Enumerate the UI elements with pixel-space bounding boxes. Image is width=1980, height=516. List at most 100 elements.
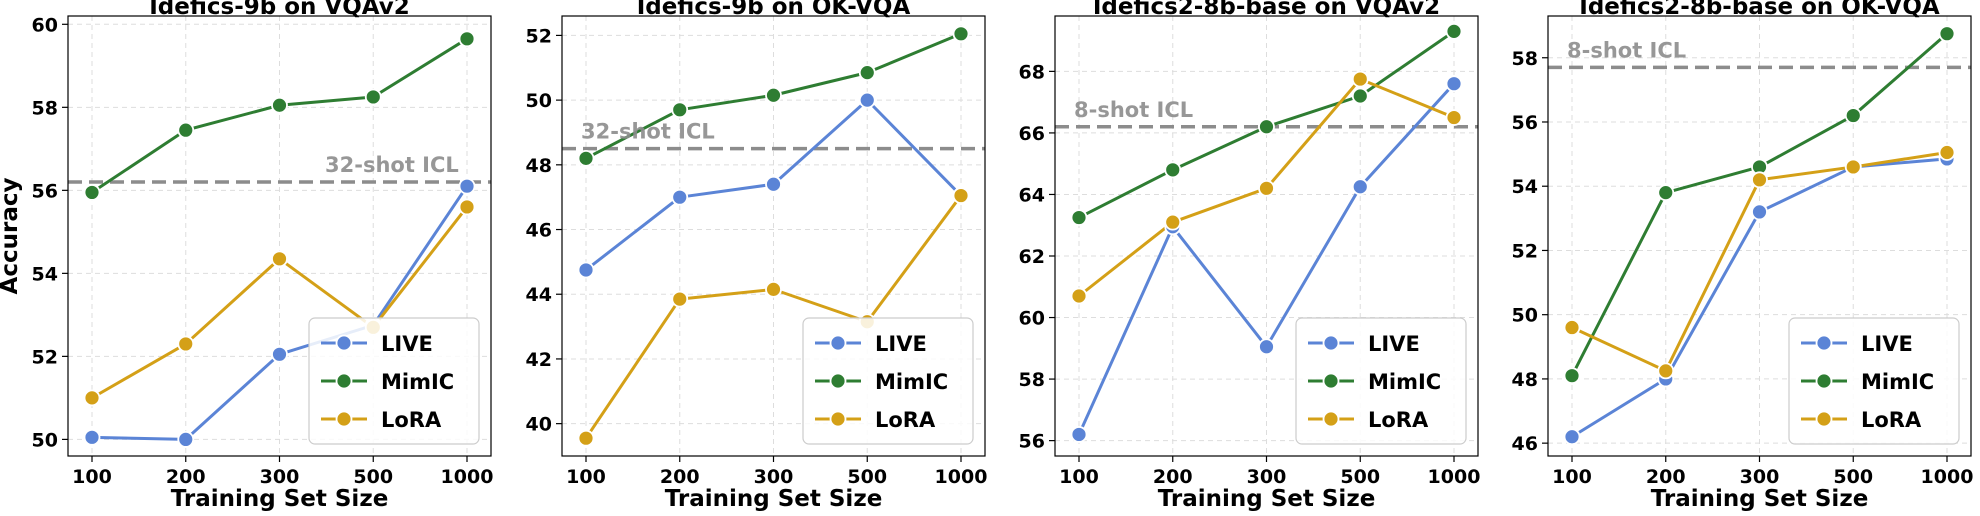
- legend-label-mimic: MimIC: [1368, 370, 1441, 394]
- data-point-live: [1563, 428, 1581, 446]
- data-point-mimic: [671, 101, 689, 119]
- data-point-mimic: [177, 121, 195, 139]
- chart-panel-4: 8-shot ICL 100 200 300 500 1000 46 48 50 52 54 56 58…: [1512, 0, 1974, 512]
- data-point-live: [1445, 75, 1463, 93]
- data-point-mimic: [1164, 161, 1182, 179]
- data-point-live: [671, 188, 689, 206]
- legend-label-lora: LoRA: [875, 408, 936, 432]
- y-tick-label: 50: [1512, 305, 1538, 327]
- data-point-lora: [1164, 213, 1182, 231]
- x-tick-label: 200: [660, 466, 700, 488]
- data-point-live: [765, 175, 782, 193]
- data-point-lora: [1751, 171, 1768, 189]
- x-tick-label: 1000: [1921, 466, 1974, 488]
- x-tick-label: 300: [754, 466, 794, 488]
- data-point-lora: [1844, 158, 1862, 176]
- chart-panel-3: 8-shot ICL 100 200 300 500 1000 56 58 60 62 64 66 68…: [1019, 0, 1481, 512]
- legend-marker-live: [1322, 334, 1340, 352]
- legend-marker-lora: [1322, 410, 1340, 428]
- y-tick-label: 68: [1019, 61, 1045, 83]
- legend-label-live: LIVE: [875, 332, 927, 356]
- legend-marker-live: [829, 334, 847, 352]
- data-point-mimic: [1844, 107, 1862, 124]
- legend: LIVE MimIC LoRA: [802, 317, 974, 445]
- x-tick-label: 200: [166, 466, 206, 488]
- x-tick-label: 300: [1740, 466, 1780, 488]
- legend: LIVE MimIC LoRA: [1295, 317, 1467, 445]
- y-tick-label: 54: [1512, 176, 1538, 198]
- y-tick-label: 50: [526, 90, 552, 112]
- x-tick-label: 200: [1153, 466, 1193, 488]
- data-point-live: [271, 345, 288, 363]
- y-tick-label: 46: [526, 220, 552, 242]
- x-tick-label: 1000: [441, 466, 494, 488]
- legend-marker-mimic: [335, 372, 353, 390]
- y-tick-label: 52: [32, 346, 58, 368]
- y-tick-label: 58: [1512, 48, 1538, 70]
- y-tick-label: 52: [526, 25, 552, 47]
- x-axis-label: Training Set Size: [171, 486, 389, 512]
- data-point-live: [577, 261, 595, 279]
- chart-title: Idefics-9b on OK-VQA: [637, 0, 911, 20]
- reference-label: 32-shot ICL: [581, 120, 715, 144]
- x-tick-label: 1000: [935, 466, 988, 488]
- data-point-lora: [1351, 70, 1369, 88]
- data-point-live: [858, 91, 876, 109]
- legend-label-lora: LoRA: [381, 408, 442, 432]
- data-point-live: [1258, 338, 1275, 356]
- chart-title: Idefics2-8b-base on VQAv2: [1093, 0, 1440, 20]
- x-axis-label: Training Set Size: [1158, 486, 1376, 512]
- data-point-mimic: [765, 86, 782, 104]
- data-point-live: [458, 177, 476, 195]
- data-point-lora: [458, 198, 476, 216]
- x-tick-label: 300: [260, 466, 300, 488]
- legend-marker-lora: [829, 410, 847, 428]
- x-tick-label: 200: [1646, 466, 1686, 488]
- legend-label-mimic: MimIC: [1861, 370, 1934, 394]
- y-tick-label: 60: [1019, 308, 1045, 330]
- data-point-lora: [83, 389, 101, 407]
- legend-label-live: LIVE: [381, 332, 433, 356]
- legend: LIVE MimIC LoRA: [1788, 317, 1960, 445]
- data-point-lora: [1657, 362, 1675, 380]
- y-tick-label: 40: [526, 414, 552, 436]
- data-point-live: [83, 428, 101, 446]
- legend-label-live: LIVE: [1368, 332, 1420, 356]
- data-point-mimic: [1938, 25, 1956, 43]
- legend-box: [1295, 317, 1467, 445]
- y-tick-label: 66: [1019, 123, 1045, 145]
- x-tick-label: 500: [353, 466, 393, 488]
- legend-label-mimic: MimIC: [875, 370, 948, 394]
- reference-label: 8-shot ICL: [1567, 38, 1686, 62]
- x-tick-label: 500: [847, 466, 887, 488]
- y-tick-label: 50: [32, 429, 58, 451]
- x-tick-label: 500: [1833, 466, 1873, 488]
- data-point-live: [1351, 178, 1369, 196]
- legend-marker-mimic: [829, 372, 847, 390]
- data-point-lora: [177, 335, 195, 353]
- data-point-lora: [671, 290, 689, 308]
- y-axis-label: Accuracy: [0, 178, 23, 295]
- y-tick-label: 52: [1512, 240, 1538, 262]
- data-point-mimic: [364, 88, 382, 106]
- data-point-lora: [1563, 319, 1581, 336]
- legend-box: [308, 317, 480, 445]
- legend-box: [802, 317, 974, 445]
- legend-label-live: LIVE: [1861, 332, 1913, 356]
- data-point-live: [1751, 203, 1768, 221]
- data-point-mimic: [83, 184, 101, 201]
- x-tick-label: 100: [566, 466, 606, 488]
- legend-marker-live: [1815, 334, 1833, 352]
- data-point-mimic: [577, 149, 595, 167]
- chart-panel-1: 32-shot ICL 100 200 300 500 1000 50 52 54 56 58 60 I…: [0, 0, 493, 512]
- y-tick-label: 48: [526, 155, 552, 177]
- legend: LIVE MimIC LoRA: [308, 317, 480, 445]
- y-tick-label: 56: [32, 180, 58, 202]
- data-point-mimic: [858, 64, 876, 82]
- legend-marker-lora: [335, 410, 353, 428]
- x-tick-label: 1000: [1428, 466, 1481, 488]
- reference-label: 8-shot ICL: [1074, 98, 1193, 122]
- x-tick-label: 100: [1552, 466, 1592, 488]
- legend-marker-mimic: [1815, 372, 1833, 390]
